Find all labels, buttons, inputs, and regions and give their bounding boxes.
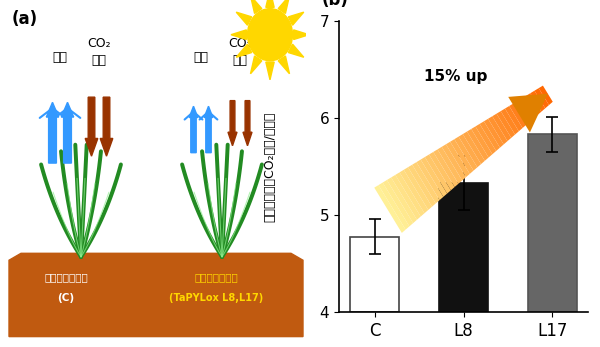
Polygon shape (530, 91, 545, 112)
Polygon shape (425, 154, 451, 194)
Polygon shape (374, 185, 406, 233)
Polygon shape (278, 56, 290, 74)
FancyArrow shape (46, 102, 59, 163)
Text: (TaPYLox L8,L17): (TaPYLox L8,L17) (169, 294, 263, 303)
Polygon shape (293, 30, 309, 40)
Polygon shape (526, 93, 541, 115)
Polygon shape (539, 86, 553, 105)
Polygon shape (404, 167, 432, 210)
Polygon shape (514, 101, 530, 125)
Polygon shape (501, 109, 519, 135)
Polygon shape (251, 0, 262, 14)
FancyArrow shape (204, 106, 213, 153)
Polygon shape (509, 103, 526, 128)
Text: CO₂: CO₂ (87, 37, 111, 50)
Polygon shape (433, 149, 458, 187)
Polygon shape (266, 62, 274, 80)
Text: 固定: 固定 (91, 54, 107, 67)
Polygon shape (479, 121, 500, 151)
Text: (C): (C) (58, 294, 74, 303)
FancyArrow shape (100, 97, 113, 156)
Polygon shape (289, 44, 304, 57)
Text: 蒸散: 蒸散 (53, 51, 67, 64)
Text: 固定: 固定 (233, 54, 248, 67)
FancyArrow shape (243, 101, 252, 146)
Polygon shape (236, 44, 251, 57)
Polygon shape (383, 180, 413, 226)
Polygon shape (9, 253, 303, 337)
Polygon shape (391, 175, 421, 220)
Bar (528, 135, 577, 312)
Polygon shape (278, 0, 290, 14)
Text: コントロール株: コントロール株 (44, 273, 88, 282)
Polygon shape (488, 116, 508, 144)
Polygon shape (508, 94, 548, 133)
Polygon shape (416, 160, 443, 200)
Bar (350, 237, 399, 312)
Polygon shape (463, 132, 485, 164)
Polygon shape (408, 165, 436, 207)
FancyArrow shape (228, 101, 237, 146)
Text: CO₂: CO₂ (228, 37, 252, 50)
Polygon shape (454, 137, 477, 171)
Polygon shape (475, 124, 496, 154)
FancyArrow shape (85, 97, 98, 156)
Polygon shape (400, 170, 428, 213)
Polygon shape (471, 126, 493, 158)
FancyArrow shape (61, 102, 74, 163)
Polygon shape (429, 152, 455, 190)
Polygon shape (450, 139, 473, 174)
Circle shape (248, 9, 293, 61)
Polygon shape (442, 144, 466, 180)
Text: 15% up: 15% up (424, 69, 487, 84)
Polygon shape (231, 30, 247, 40)
Polygon shape (421, 157, 447, 197)
Polygon shape (251, 56, 262, 74)
Polygon shape (437, 147, 462, 184)
Polygon shape (412, 162, 440, 203)
Y-axis label: 水利用効率（CO₂固定/蜢散）: 水利用効率（CO₂固定/蜢散） (264, 111, 277, 222)
Polygon shape (236, 12, 251, 25)
Polygon shape (289, 12, 304, 25)
Text: 節水型耐乾性株: 節水型耐乾性株 (194, 273, 238, 282)
Polygon shape (522, 96, 538, 118)
Text: 蒸散: 蒸散 (193, 51, 209, 64)
Polygon shape (467, 129, 488, 161)
Polygon shape (535, 88, 549, 108)
Polygon shape (395, 172, 424, 217)
FancyArrow shape (189, 106, 198, 153)
Text: (b): (b) (322, 0, 349, 9)
Polygon shape (446, 142, 470, 177)
Text: (a): (a) (12, 10, 38, 28)
Polygon shape (493, 114, 511, 141)
Polygon shape (518, 98, 534, 121)
Polygon shape (484, 119, 504, 148)
Polygon shape (497, 111, 515, 138)
Polygon shape (379, 183, 409, 230)
Polygon shape (505, 106, 523, 131)
Polygon shape (387, 177, 417, 223)
Polygon shape (266, 0, 274, 7)
Bar (439, 183, 488, 312)
Polygon shape (458, 134, 481, 167)
